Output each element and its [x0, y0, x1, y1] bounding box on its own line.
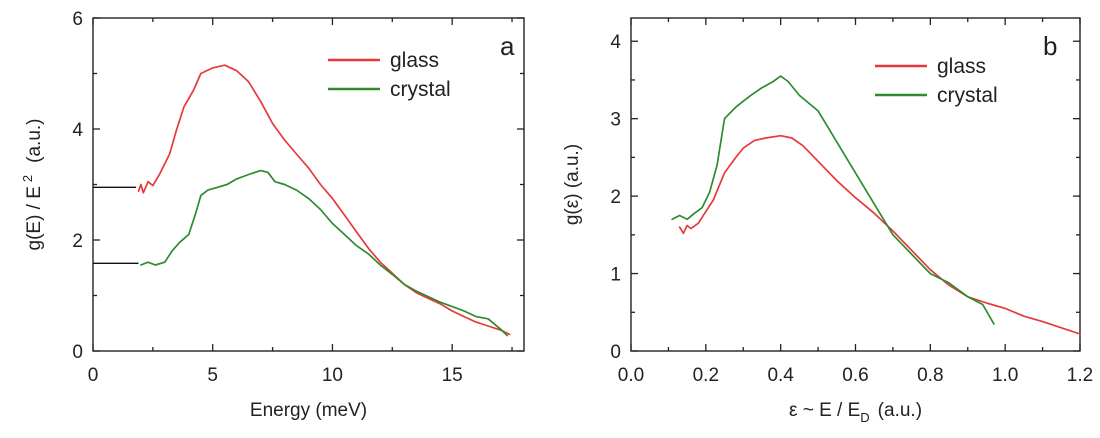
panel-b-legend-label-crystal: crystal — [937, 84, 998, 107]
panel-b-x-tick-label: 0.4 — [767, 365, 794, 386]
panel-b-y-tick-label: 2 — [610, 187, 621, 208]
panel-b: 0.0 0.2 0.4 0.6 0.8 1.0 1.2 0 1 2 3 4 glass crystal b ε… — [562, 17, 1093, 425]
panel-b-letter: b — [1043, 31, 1057, 61]
panel-b-x-tick-label: 0.8 — [917, 365, 943, 386]
panel-a-x-axis-title: Energy (meV) — [250, 400, 367, 421]
panel-a-y-tick-label: 0 — [72, 342, 83, 363]
panel-b-legend-label-glass: glass — [937, 55, 986, 78]
panel-a-series-crystal — [140, 169, 509, 337]
panel-b-y-axis-title: g(ε) (a.u.) — [562, 144, 583, 225]
panel-a-series-glass — [137, 64, 511, 336]
panel-a-x-tick-label: 15 — [442, 365, 463, 386]
panel-a-y-tick-label: 4 — [72, 120, 83, 141]
panel-b-y-tick-label: 3 — [610, 110, 621, 131]
panel-b-x-tick-label: 0.0 — [618, 365, 644, 386]
panel-a-x-tick-label: 0 — [88, 365, 99, 386]
panel-a-x-tick-label: 10 — [322, 365, 343, 386]
panel-b-y-tick-label: 4 — [610, 32, 621, 53]
panel-b-x-axis-title: ε ~ E / ED (a.u.) — [789, 400, 922, 425]
panel-a-plot-frame — [92, 17, 525, 352]
panel-b-x-tick-label: 0.6 — [842, 365, 868, 386]
panel-b-y-tick-label: 0 — [610, 342, 621, 363]
panel-b-x-tick-label: 1.2 — [1067, 365, 1093, 386]
panel-a-x-tick-label: 5 — [207, 365, 218, 386]
panel-a-y-tick-label: 6 — [72, 9, 83, 30]
panel-a-y-axis-title: g(E) / E2(a.u.) — [20, 119, 45, 251]
panel-b-series-crystal — [671, 75, 995, 325]
panel-a-letter: a — [500, 31, 515, 61]
panel-b-series-glass — [678, 134, 1081, 335]
panel-a: 0 5 10 15 0 2 4 6 glass crystal a Energy (meV) g(E) … — [20, 9, 525, 421]
panel-b-plot-frame — [630, 17, 1081, 352]
panel-a-legend-label-glass: glass — [390, 49, 439, 72]
panel-a-y-tick-label: 2 — [72, 231, 83, 252]
panel-b-x-tick-label: 1.0 — [992, 365, 1018, 386]
panel-b-y-tick-label: 1 — [610, 265, 621, 286]
panel-b-x-tick-label: 0.2 — [693, 365, 719, 386]
panel-a-legend-label-crystal: crystal — [390, 78, 451, 101]
